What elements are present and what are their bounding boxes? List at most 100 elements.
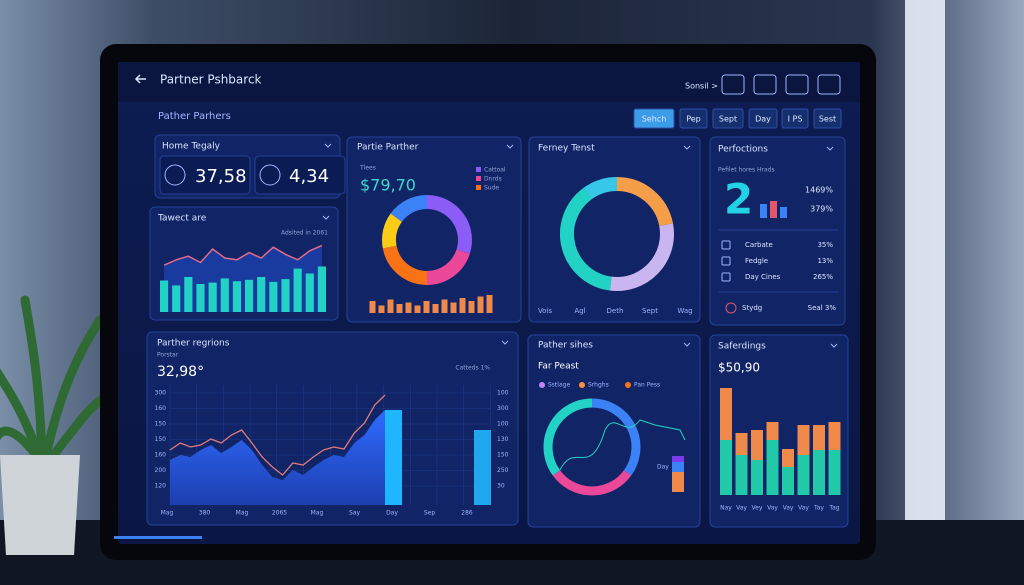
filter-label: Sest bbox=[819, 115, 836, 124]
kpi-box bbox=[159, 155, 251, 195]
filter-button[interactable] bbox=[781, 108, 809, 129]
icon-button[interactable] bbox=[753, 74, 777, 95]
panel-title: Saferdings bbox=[718, 342, 766, 352]
chevron[interactable] bbox=[501, 340, 509, 345]
legend-swatch bbox=[476, 185, 481, 190]
bar-segment bbox=[828, 422, 841, 450]
filter-button[interactable] bbox=[633, 108, 675, 129]
bar-segment bbox=[797, 455, 810, 495]
legend-label: Dnrds bbox=[484, 176, 502, 183]
bar bbox=[172, 285, 181, 312]
donut-segment bbox=[560, 187, 612, 291]
chevron[interactable] bbox=[683, 342, 691, 347]
legend-label: Sude bbox=[484, 185, 499, 192]
header-link[interactable]: Sonsil > bbox=[685, 82, 718, 91]
row-icon bbox=[721, 256, 731, 266]
legend-label: Srhghs bbox=[588, 382, 609, 389]
icon-button[interactable] bbox=[785, 74, 809, 95]
big-number: 2 bbox=[724, 175, 753, 224]
legend-swatch bbox=[579, 382, 585, 388]
panel-note: Adsited in 2061 bbox=[281, 230, 328, 237]
filter-label: Pep bbox=[686, 115, 701, 124]
bar-segment bbox=[735, 455, 748, 495]
bar-segment bbox=[751, 430, 763, 460]
bar-segment bbox=[672, 472, 684, 492]
donut-segment bbox=[583, 177, 618, 200]
chevron[interactable] bbox=[324, 143, 332, 148]
bar bbox=[208, 282, 217, 312]
filter-label: I PS bbox=[788, 115, 803, 124]
bar bbox=[305, 273, 314, 312]
donut-segment bbox=[382, 213, 403, 249]
bar bbox=[378, 305, 385, 313]
row-label: Carbate bbox=[745, 241, 773, 249]
x-tick-label: Nay bbox=[720, 505, 732, 512]
back-arrow[interactable] bbox=[134, 74, 146, 84]
bar bbox=[269, 281, 278, 312]
icon-button[interactable] bbox=[721, 74, 745, 95]
bar bbox=[414, 305, 421, 313]
kpi-label: Tlees bbox=[359, 165, 376, 172]
bar bbox=[160, 280, 169, 312]
footer-value: Seal 3% bbox=[808, 304, 837, 312]
bar bbox=[220, 278, 229, 312]
filter-button[interactable] bbox=[748, 108, 778, 129]
x-tick-label: Agl bbox=[574, 307, 585, 315]
x-tick-label: Deth bbox=[607, 307, 624, 315]
row-value: 13% bbox=[817, 257, 833, 265]
bar bbox=[486, 295, 493, 313]
bar bbox=[441, 299, 448, 313]
bar bbox=[468, 301, 475, 313]
kpi-value: 4,34 bbox=[289, 166, 329, 187]
stat-value: 379% bbox=[810, 205, 833, 214]
chevron[interactable] bbox=[506, 144, 514, 149]
kpi-icon bbox=[259, 164, 281, 186]
row-icon bbox=[721, 240, 731, 250]
x-tick-label: Tay bbox=[813, 505, 824, 512]
x-tick-label: Wag bbox=[677, 307, 692, 315]
chevron[interactable] bbox=[683, 145, 691, 150]
bar-segment bbox=[751, 460, 763, 495]
chevron[interactable] bbox=[322, 215, 330, 220]
legend-swatch bbox=[476, 176, 481, 181]
y-tick-label: 250 bbox=[497, 467, 509, 474]
filter-button[interactable] bbox=[813, 108, 842, 129]
footer-label: Stydg bbox=[742, 304, 762, 312]
x-tick-label: Day bbox=[386, 510, 398, 517]
chevron[interactable] bbox=[826, 146, 834, 151]
donut-segment bbox=[552, 470, 632, 496]
footer-icon bbox=[725, 302, 737, 314]
x-tick-label: Vois bbox=[538, 307, 552, 315]
filter-button[interactable] bbox=[712, 108, 744, 129]
y-tick-label: 30 bbox=[497, 483, 505, 490]
area bbox=[170, 410, 385, 505]
bar bbox=[474, 430, 491, 505]
bar bbox=[184, 277, 193, 312]
bar bbox=[281, 279, 290, 312]
bar bbox=[317, 266, 326, 312]
panel-title: Ferney Tenst bbox=[538, 144, 595, 154]
y-tick-label: 100 bbox=[497, 421, 509, 428]
line bbox=[163, 244, 323, 266]
x-tick-label: Vay bbox=[767, 505, 778, 512]
icon-button[interactable] bbox=[817, 74, 841, 95]
bar bbox=[387, 299, 394, 313]
stat-value: 1469% bbox=[805, 186, 833, 195]
legend-label: Sstlage bbox=[548, 382, 570, 389]
bar-segment bbox=[735, 433, 748, 455]
bar bbox=[396, 304, 403, 313]
bar-segment bbox=[782, 467, 794, 495]
bar bbox=[459, 298, 466, 313]
x-tick-label: Vay bbox=[798, 505, 809, 512]
bar-segment bbox=[766, 440, 779, 495]
plant bbox=[0, 295, 115, 555]
donut-segment bbox=[426, 249, 470, 285]
row-icon bbox=[721, 272, 731, 282]
y-tick-label: 160 bbox=[155, 405, 167, 412]
filter-button[interactable] bbox=[679, 108, 708, 129]
x-tick-label: 2065 bbox=[272, 510, 287, 517]
filter-label: Sehch bbox=[642, 115, 667, 124]
chevron[interactable] bbox=[830, 343, 838, 348]
panel-title: Perfoctions bbox=[718, 145, 768, 155]
